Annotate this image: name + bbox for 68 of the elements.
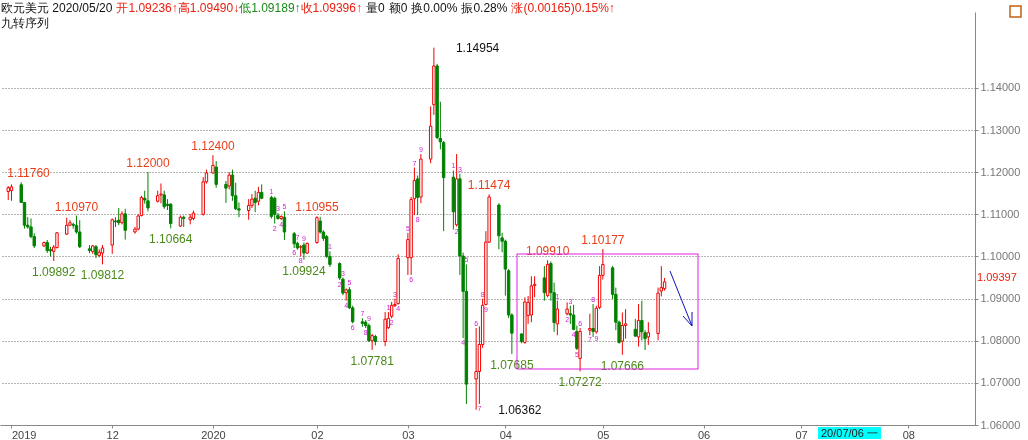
annotation: 1.07272 [558, 375, 603, 390]
candlestick [224, 180, 228, 204]
x-tick-label: 2020 [201, 428, 226, 440]
x-tick-label: 07 [795, 428, 808, 440]
candlestick [620, 311, 625, 356]
candlestick [78, 219, 82, 249]
annotation: 1.07685 [490, 357, 534, 372]
candlestick [565, 301, 569, 316]
candlestick [542, 265, 547, 302]
annotation: 换0.00% [411, 1, 458, 15]
annotation: 1.10955 [295, 200, 339, 215]
x-tick-label: 02 [311, 428, 324, 440]
x-tick-label: 08 [902, 428, 915, 440]
y-tick-label: 1.08000 [980, 334, 1021, 347]
annotation: 涨(0.00165)0.15%↑ [511, 1, 615, 15]
annotation: 1.10970 [54, 199, 99, 214]
y-tick-label: 1.14000 [980, 81, 1021, 94]
candlestick [591, 303, 595, 338]
y-tick-label: 1.12000 [980, 165, 1021, 178]
annotation: 1.10664 [149, 232, 193, 247]
y-tick-label: 1.10000 [980, 249, 1021, 262]
annotation: 1.06362 [498, 402, 542, 417]
y-tick-label: 1.09000 [980, 292, 1021, 305]
candlestick [246, 198, 251, 221]
x-tick-label: 03 [402, 428, 415, 440]
candlestick [636, 303, 641, 348]
x-tick-label: 12 [106, 428, 119, 440]
annotation: 1.09892 [32, 264, 76, 279]
y-tick-label: 1.06000 [980, 418, 1021, 431]
annotation: 1.10177 [581, 232, 625, 247]
chart-subtitle: 九转序列 [1, 16, 50, 31]
annotation: 1.11760 [7, 166, 51, 181]
annotation: 1.07781 [350, 353, 395, 368]
annotation: 1.12000 [126, 156, 170, 171]
candlestick [415, 175, 420, 216]
candlestick [169, 202, 173, 229]
x-tick-label: 04 [499, 428, 512, 440]
candlestick [646, 321, 651, 346]
text: 1.09397 [977, 270, 1017, 283]
candlestick [588, 313, 592, 336]
annotation: 1.09910 [525, 244, 570, 259]
candlestick [555, 300, 560, 336]
annotation: 低1.09189↑ [239, 1, 301, 15]
x-tick-label: 2019 [12, 428, 37, 440]
candlestick [633, 318, 638, 338]
x-tick-label: 06 [697, 428, 711, 440]
annotation: 振0.28% [461, 1, 508, 15]
annotation: 高1.09490↓ [177, 1, 240, 15]
annotation: 收1.09396↑ [300, 1, 362, 15]
text: 20/07/06 一 [818, 427, 881, 439]
annotation: 1.09812 [80, 268, 125, 283]
candlestick [367, 322, 371, 343]
candlestick [214, 160, 218, 189]
annotation: 1.12400 [191, 139, 235, 154]
y-tick-label: 1.07000 [980, 376, 1021, 389]
x-tick-label: 05 [597, 428, 610, 440]
y-tick-label: 1.11000 [980, 207, 1020, 220]
annotation: 1.14954 [455, 40, 500, 55]
candlestick [211, 154, 215, 175]
annotation: 1.09924 [282, 263, 326, 278]
candlestick [256, 186, 261, 206]
annotation: 1.07666 [600, 358, 645, 373]
annotation: 1.11474 [467, 178, 511, 193]
chart-title: 欧元美元 2020/05/20 [1, 1, 113, 15]
annotation: 量0 [365, 1, 385, 15]
y-tick-label: 1.13000 [980, 123, 1021, 136]
annotation: 额0 [388, 1, 408, 15]
annotation: 开1.09236↑ [116, 1, 178, 15]
